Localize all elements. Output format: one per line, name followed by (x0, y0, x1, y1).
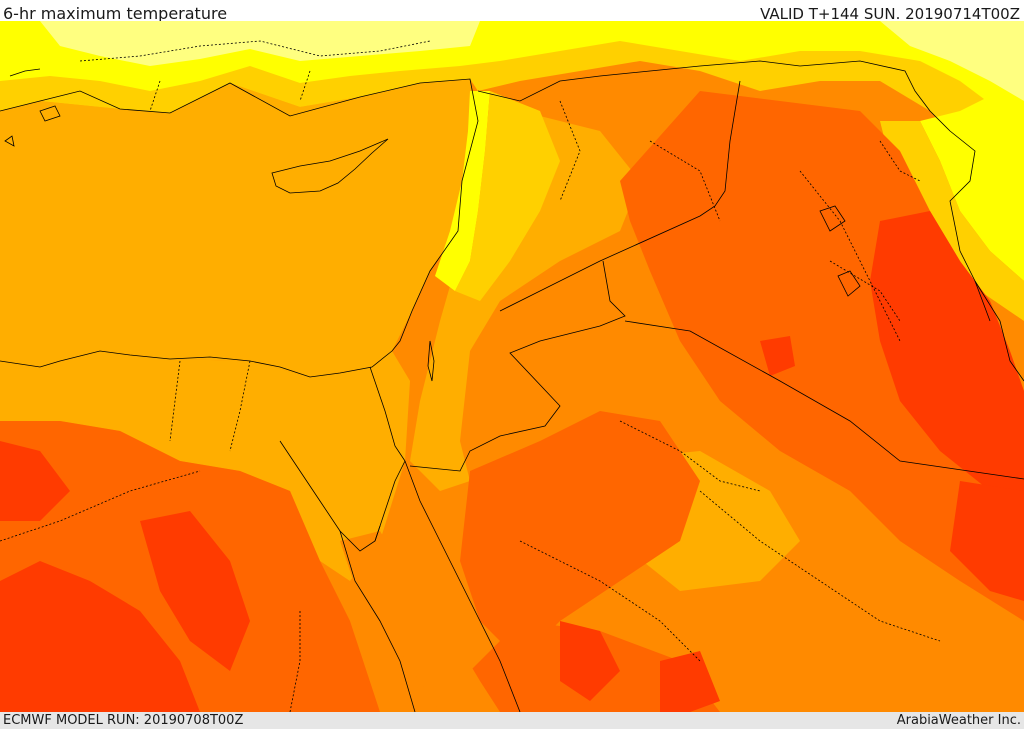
turkey-yellow-band (0, 21, 1024, 141)
turkey-gold-band (0, 21, 1024, 221)
red-sea-east-coast (404, 460, 521, 712)
zagros-gold (880, 121, 1024, 321)
saudi-red-spot-2 (660, 651, 720, 712)
iraq-lake-2 (837, 270, 861, 297)
mediterranean-coastline (0, 78, 479, 378)
credit-label: ArabiaWeather Inc. (896, 713, 1021, 728)
sudan-red-spot (0, 561, 200, 712)
saudi-dark-orange (460, 411, 700, 661)
iraq-lake-1 (819, 205, 846, 232)
model-run-label: ECMWF MODEL RUN: 20190708T00Z (3, 713, 244, 728)
province-borders (0, 40, 941, 712)
west-egypt-red-spot (0, 441, 70, 521)
egypt-light-band (0, 351, 410, 581)
jordan-saudi-border (409, 260, 626, 472)
temperature-map (0, 21, 1024, 712)
levant-coast-yellow (435, 91, 490, 291)
gulf-red-band (950, 481, 1024, 601)
east-turkey-pale (880, 21, 1024, 101)
dead-sea (427, 340, 435, 382)
iraq-red-core (870, 211, 1024, 501)
persian-gulf-coast (974, 280, 1024, 382)
iraq-saudi-border (624, 320, 1024, 480)
egypt-red-spot (140, 511, 250, 671)
red-sea-west-coast (339, 530, 416, 712)
syria-turkey-border (477, 60, 801, 102)
saudi-red-spot (560, 621, 620, 701)
map-header: 6-hr maximum temperature VALID T+144 SUN… (0, 0, 1024, 23)
map-footer: ECMWF MODEL RUN: 20190708T00Z ArabiaWeat… (0, 712, 1024, 729)
gulf-of-aqaba-coast (374, 460, 406, 542)
levant-coast-gold (455, 91, 560, 301)
iraq-iran-border (799, 60, 991, 322)
turkey-pale-highlands (40, 21, 480, 66)
cyprus-outline (271, 138, 389, 194)
valid-time-label: VALID T+144 SUN. 20190714T00Z (760, 5, 1020, 23)
egypt-sinai-border (369, 366, 406, 462)
greek-islands (4, 68, 61, 147)
mediterranean-sea (0, 79, 478, 377)
temperature-map-svg (0, 21, 1024, 712)
iraq-red-spot (760, 336, 795, 376)
red-sea (340, 531, 500, 712)
syria-iraq-border (499, 80, 741, 312)
map-title: 6-hr maximum temperature (3, 4, 228, 23)
zagros-yellow (920, 91, 1024, 281)
